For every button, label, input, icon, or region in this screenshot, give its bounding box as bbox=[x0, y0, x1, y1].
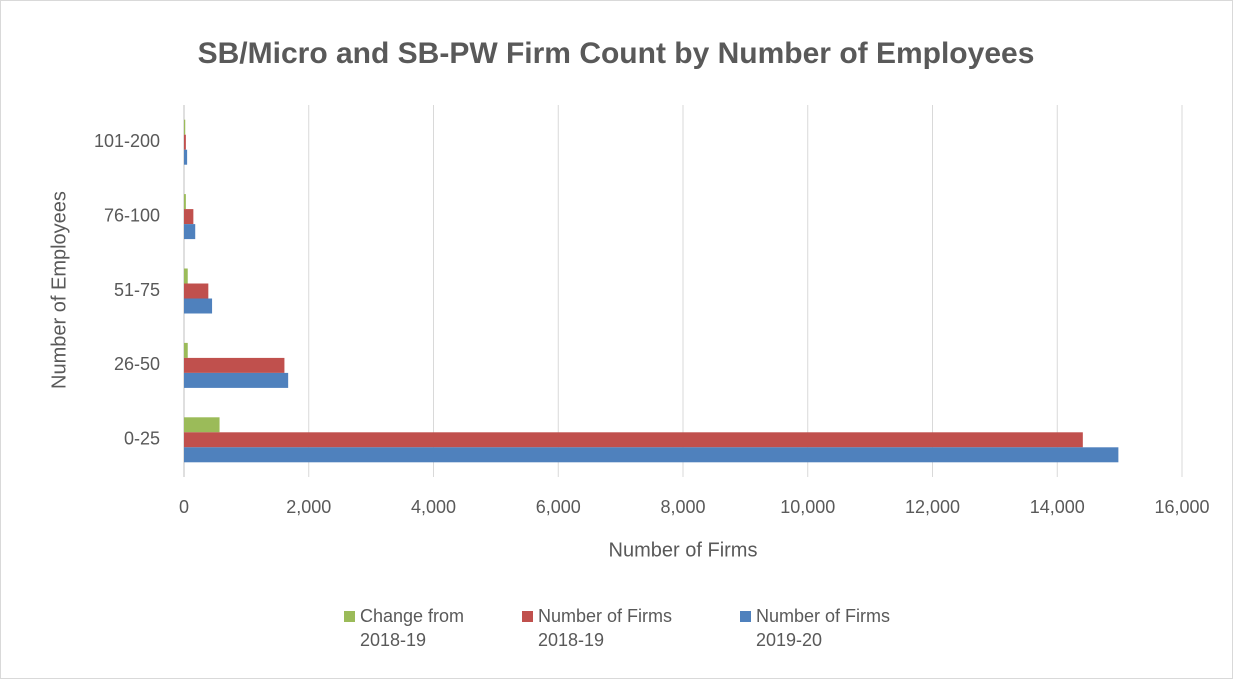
bar bbox=[184, 417, 220, 433]
bar bbox=[184, 224, 196, 240]
y-tick-label: 76-100 bbox=[104, 205, 160, 225]
legend-label: Change from 2018-19 bbox=[360, 606, 465, 650]
y-axis-title: Number of Employees bbox=[48, 191, 70, 389]
x-tick-label: 4,000 bbox=[411, 497, 456, 517]
chart-title: SB/Micro and SB-PW Firm Count by Number … bbox=[198, 37, 1035, 70]
legend-item: Number of Firms 2018-19 bbox=[522, 604, 708, 652]
bar bbox=[184, 432, 1083, 448]
x-tick-label: 16,000 bbox=[1154, 497, 1209, 517]
x-axis-title: Number of Firms bbox=[609, 539, 758, 561]
x-tick-label: 10,000 bbox=[780, 497, 835, 517]
legend-swatch bbox=[740, 611, 751, 622]
bar bbox=[184, 149, 188, 165]
bar bbox=[184, 134, 186, 150]
bar bbox=[184, 447, 1119, 463]
y-tick-label: 26-50 bbox=[114, 354, 160, 374]
bar bbox=[184, 298, 213, 314]
y-tick-label: 51-75 bbox=[114, 280, 160, 300]
y-tick-label: 101-200 bbox=[94, 131, 160, 151]
bar bbox=[184, 119, 186, 135]
x-tick-label: 2,000 bbox=[286, 497, 331, 517]
bar bbox=[184, 342, 188, 358]
legend-item: Number of Firms 2019-20 bbox=[740, 604, 926, 652]
y-tick-label: 0-25 bbox=[124, 429, 160, 449]
legend-label: Number of Firms 2018-19 bbox=[538, 606, 673, 650]
x-tick-label: 0 bbox=[179, 497, 189, 517]
x-tick-label: 12,000 bbox=[905, 497, 960, 517]
legend-swatch bbox=[522, 611, 533, 622]
x-tick-label: 8,000 bbox=[660, 497, 705, 517]
legend-label: Number of Firms 2019-20 bbox=[756, 606, 891, 650]
legend-item: Change from 2018-19 bbox=[344, 604, 490, 652]
legend-swatch bbox=[344, 611, 355, 622]
x-tick-label: 14,000 bbox=[1030, 497, 1085, 517]
x-tick-label: 6,000 bbox=[536, 497, 581, 517]
bar bbox=[184, 268, 188, 284]
bar bbox=[184, 209, 194, 225]
bar bbox=[184, 372, 289, 388]
bar bbox=[184, 357, 285, 373]
bar bbox=[184, 194, 186, 210]
legend: Change from 2018-19 Number of Firms 2018-… bbox=[0, 604, 1233, 664]
bar bbox=[184, 283, 209, 299]
